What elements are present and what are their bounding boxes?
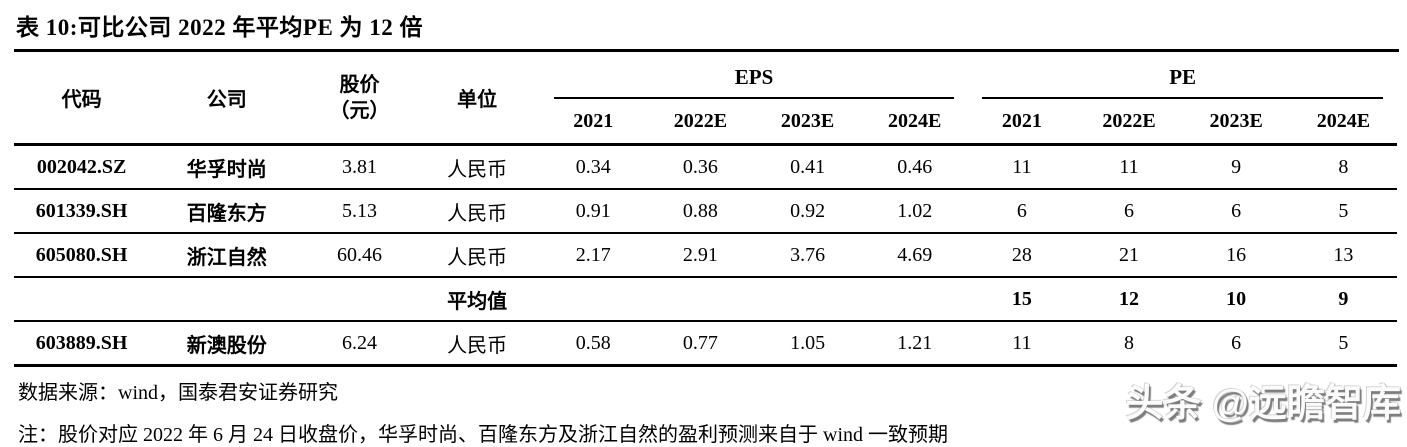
- cell-pe-2024e: 5: [1289, 189, 1397, 234]
- cell-pe-2021: 11: [968, 321, 1076, 367]
- data-source-note: 数据来源：wind，国泰君安证券研究: [18, 382, 338, 404]
- table-title: 表 10:可比公司 2022 年平均PE 为 12 倍: [14, 5, 1399, 52]
- header-pe-label: PE: [982, 55, 1383, 99]
- cell-pe-2021: 28: [968, 233, 1076, 278]
- table-row: 605080.SH 浙江自然 60.46 人民币 2.17 2.91 3.76 …: [14, 233, 1397, 278]
- cell-pe-2024e: 5: [1289, 321, 1397, 367]
- cell-pe-2023e: 6: [1182, 189, 1290, 234]
- cell-unit: 人民币: [414, 321, 540, 367]
- cell-pe-2021: 11: [968, 144, 1076, 190]
- cell-pe-2022e: 11: [1075, 144, 1183, 190]
- header-code: 代码: [14, 52, 150, 146]
- cell-eps-2023e: 0.92: [754, 189, 862, 234]
- cell-pe-2022e: 8: [1075, 321, 1183, 367]
- header-pe-group: PE: [968, 52, 1397, 99]
- cell-eps-2021: 0.34: [539, 144, 647, 190]
- header-price-line1: 股价: [339, 73, 380, 96]
- header-eps-label: EPS: [553, 55, 955, 99]
- header-group-row: 代码 公司 股价 （元） 单位 EPS PE: [14, 52, 1397, 146]
- cell-price: 5.13: [304, 189, 415, 234]
- watermark: 头条 @远瞻智库: [1125, 383, 1401, 425]
- cell-eps-2024e: 4.69: [861, 233, 969, 278]
- cell-company: [149, 277, 305, 322]
- cell-eps-2022e: 0.77: [646, 321, 754, 367]
- cell-price: 3.81: [304, 144, 415, 190]
- cell-code: 605080.SH: [14, 233, 150, 278]
- table-row-average: 平均值 15 12 10 9: [14, 277, 1397, 322]
- cell-company: 浙江自然: [149, 233, 305, 278]
- cell-eps-2023e: 3.76: [754, 233, 862, 278]
- header-eps-2022e: 2022E: [646, 99, 754, 146]
- cell-pe-2022e: 21: [1075, 233, 1183, 278]
- cell-pe-2024e: 8: [1289, 144, 1397, 190]
- cell-unit: 人民币: [414, 233, 540, 278]
- cell-price: [304, 277, 415, 322]
- cell-eps-2022e: 0.88: [646, 189, 754, 234]
- header-eps-group: EPS: [540, 52, 969, 99]
- cell-eps-2023e: [754, 277, 862, 322]
- comparable-companies-table: 代码 公司 股价 （元） 单位 EPS PE 2021 2022E 2023E …: [14, 52, 1397, 367]
- cell-eps-2021: [539, 277, 647, 322]
- cell-eps-2024e: 1.21: [861, 321, 969, 367]
- cell-code: 002042.SZ: [14, 144, 150, 190]
- header-unit: 单位: [414, 52, 540, 146]
- cell-pe-2023e: 9: [1182, 144, 1290, 190]
- cell-eps-2024e: 1.02: [861, 189, 969, 234]
- cell-eps-2023e: 1.05: [754, 321, 862, 367]
- cell-code: [14, 277, 150, 322]
- header-price-line2: （元）: [329, 99, 390, 122]
- header-company: 公司: [149, 52, 305, 146]
- cell-pe-2022e: 6: [1075, 189, 1183, 234]
- cell-pe-2024e: 13: [1289, 233, 1397, 278]
- cell-unit: 人民币: [414, 144, 540, 190]
- cell-eps-2021: 0.91: [539, 189, 647, 234]
- header-year-row: 2021 2022E 2023E 2024E 2021 2022E 2023E …: [14, 99, 1397, 146]
- cell-pe-2023e: 10: [1182, 277, 1290, 322]
- cell-eps-2022e: 0.36: [646, 144, 754, 190]
- header-pe-2021: 2021: [968, 99, 1076, 146]
- cell-company: 新澳股份: [149, 321, 305, 367]
- cell-pe-2023e: 16: [1182, 233, 1290, 278]
- header-eps-2021: 2021: [539, 99, 647, 146]
- cell-eps-2021: 0.58: [539, 321, 647, 367]
- cell-company: 百隆东方: [149, 189, 305, 234]
- cell-eps-2024e: [861, 277, 969, 322]
- cell-eps-2022e: [646, 277, 754, 322]
- cell-eps-2023e: 0.41: [754, 144, 862, 190]
- header-eps-2024e: 2024E: [861, 99, 969, 146]
- cell-pe-2022e: 12: [1075, 277, 1183, 322]
- cell-price: 6.24: [304, 321, 415, 367]
- header-pe-2022e: 2022E: [1075, 99, 1183, 146]
- cell-pe-2024e: 9: [1289, 277, 1397, 322]
- header-pe-2024e: 2024E: [1289, 99, 1397, 146]
- table-row: 603889.SH 新澳股份 6.24 人民币 0.58 0.77 1.05 1…: [14, 321, 1397, 367]
- cell-eps-2024e: 0.46: [861, 144, 969, 190]
- table-row: 002042.SZ 华孚时尚 3.81 人民币 0.34 0.36 0.41 0…: [14, 144, 1397, 190]
- cell-unit: 人民币: [414, 189, 540, 234]
- header-price: 股价 （元）: [304, 52, 415, 146]
- cell-eps-2022e: 2.91: [646, 233, 754, 278]
- table-row: 601339.SH 百隆东方 5.13 人民币 0.91 0.88 0.92 1…: [14, 189, 1397, 234]
- cell-pe-2021: 6: [968, 189, 1076, 234]
- cell-code: 601339.SH: [14, 189, 150, 234]
- cell-pe-2023e: 6: [1182, 321, 1290, 367]
- cell-company: 华孚时尚: [149, 144, 305, 190]
- cell-eps-2021: 2.17: [539, 233, 647, 278]
- cell-pe-2021: 15: [968, 277, 1076, 322]
- cell-code: 603889.SH: [14, 321, 150, 367]
- header-pe-2023e: 2023E: [1182, 99, 1290, 146]
- cell-average-label: 平均值: [414, 277, 540, 322]
- header-eps-2023e: 2023E: [754, 99, 862, 146]
- cell-price: 60.46: [304, 233, 415, 278]
